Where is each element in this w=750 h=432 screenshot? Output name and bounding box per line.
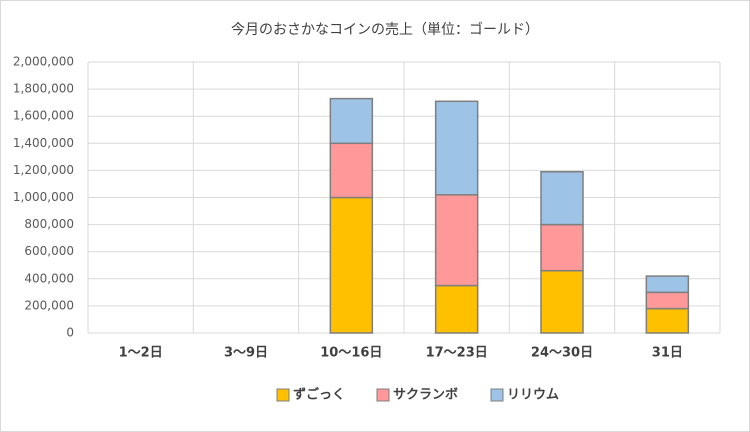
x-tick-label: 10〜16日 [320,346,382,361]
y-tick-label: 1,600,000 [13,109,74,123]
bar-segment [434,194,479,287]
y-tick-label: 200,000 [24,298,74,312]
legend-label: ずごっく [293,387,345,403]
y-tick-label: 1,200,000 [13,163,74,177]
legend-swatch [376,388,390,402]
x-tick-label: 31日 [652,346,683,361]
bar-segment [540,223,584,272]
bar-segment [645,307,690,334]
y-tick-label: 0 [66,326,74,340]
y-tick-label: 1,800,000 [13,82,74,96]
legend-swatch [276,388,290,402]
bar-segment [540,269,584,334]
bar-segment [434,284,479,334]
bar-segment [329,97,374,145]
x-tick-label: 17〜23日 [426,346,488,361]
bar-segment [329,142,374,199]
bar-segment [645,291,690,310]
y-tick-label: 2,000,000 [13,55,74,69]
x-tick-label: 24〜30日 [531,346,593,361]
bar-segment [540,171,584,226]
y-tick-label: 1,400,000 [13,136,74,150]
y-tick-label: 600,000 [24,244,74,258]
chart-title: 今月のおさかなコインの売上（単位：ゴールド） [231,21,539,38]
x-tick-label: 3〜9日 [224,346,268,361]
bar-segment [645,275,690,294]
legend-label: サクランボ [393,387,458,403]
bar-segment [434,100,479,196]
legend-swatch [490,388,504,402]
y-tick-label: 800,000 [24,217,74,231]
x-tick-label: 1〜2日 [119,346,163,361]
bar-segment [329,196,374,334]
y-tick-label: 400,000 [24,271,74,285]
legend-label: リリウム [507,388,559,403]
y-tick-label: 1,000,000 [13,190,74,204]
